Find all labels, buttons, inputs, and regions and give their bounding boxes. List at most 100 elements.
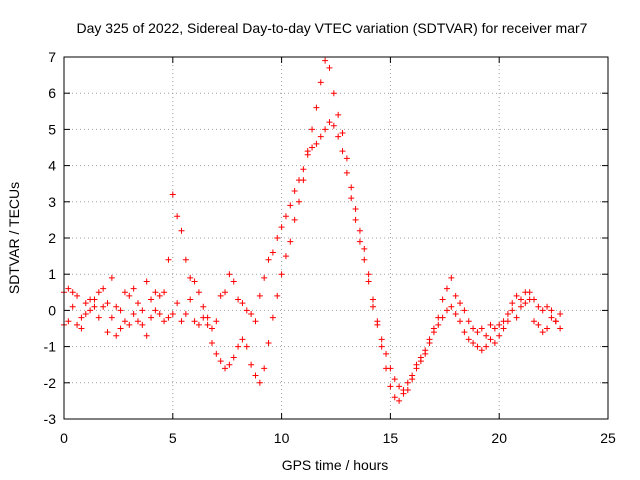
data-point [448, 303, 455, 310]
data-point [474, 329, 481, 336]
data-point [213, 350, 220, 357]
data-point [104, 300, 111, 307]
data-point [239, 336, 246, 343]
series-branch-a [61, 119, 564, 394]
data-point [496, 321, 503, 328]
data-point [134, 300, 141, 307]
data-point [378, 336, 385, 343]
x-tick-label: 10 [274, 430, 290, 446]
data-point [383, 350, 390, 357]
data-point [265, 339, 272, 346]
data-point [165, 256, 172, 263]
data-point [439, 296, 446, 303]
data-point [326, 119, 333, 126]
data-point [352, 216, 359, 223]
data-point [269, 249, 276, 256]
data-point [548, 307, 555, 314]
data-point [487, 336, 494, 343]
data-point [369, 303, 376, 310]
x-tick-label: 15 [383, 430, 399, 446]
y-tick-label: 3 [48, 194, 56, 210]
y-tick-label: 1 [48, 266, 56, 282]
data-point [152, 289, 159, 296]
data-point [91, 303, 98, 310]
data-point [365, 271, 372, 278]
data-point [548, 314, 555, 321]
data-point [100, 285, 107, 292]
y-tick-label: 5 [48, 121, 56, 137]
x-tick-label: 0 [60, 430, 68, 446]
data-point [352, 206, 359, 213]
data-point [187, 274, 194, 281]
data-point [470, 325, 477, 332]
data-point [461, 329, 468, 336]
data-point [217, 358, 224, 365]
data-point [143, 278, 150, 285]
data-point [443, 307, 450, 314]
data-point [87, 296, 94, 303]
data-point [195, 289, 202, 296]
y-tick-label: -3 [44, 411, 57, 427]
data-point [396, 383, 403, 390]
data-point [100, 303, 107, 310]
data-point [82, 300, 89, 307]
data-point [121, 289, 128, 296]
data-point [361, 256, 368, 263]
data-point [182, 256, 189, 263]
data-point [256, 379, 263, 386]
data-point [235, 296, 242, 303]
data-point [230, 354, 237, 361]
data-point [465, 336, 472, 343]
data-point [161, 289, 168, 296]
data-point [526, 296, 533, 303]
data-point [178, 227, 185, 234]
data-point [343, 169, 350, 176]
data-point [156, 292, 163, 299]
data-point [326, 64, 333, 71]
data-point [522, 289, 529, 296]
data-point [330, 90, 337, 97]
data-point [187, 296, 194, 303]
data-point [291, 187, 298, 194]
data-point [248, 361, 255, 368]
y-tick-label: -2 [44, 375, 57, 391]
data-point [544, 325, 551, 332]
data-point [409, 376, 416, 383]
x-tick-label: 20 [491, 430, 507, 446]
data-point [78, 314, 85, 321]
data-point [243, 307, 250, 314]
data-point [330, 122, 337, 129]
data-point [404, 379, 411, 386]
data-point [87, 307, 94, 314]
data-point [226, 271, 233, 278]
data-point [243, 343, 250, 350]
data-point [291, 216, 298, 223]
series-branch-b [61, 57, 564, 404]
data-point [539, 307, 546, 314]
chart-title: Day 325 of 2022, Sidereal Day-to-day VTE… [77, 20, 588, 36]
data-point [69, 303, 76, 310]
data-point [500, 325, 507, 332]
data-point [322, 57, 329, 64]
data-point [252, 372, 259, 379]
data-point [417, 358, 424, 365]
data-point [457, 318, 464, 325]
data-point [426, 336, 433, 343]
data-point [517, 303, 524, 310]
data-point [509, 300, 516, 307]
data-point [200, 303, 207, 310]
y-tick-label: 7 [48, 49, 56, 65]
data-point [335, 133, 342, 140]
data-point [343, 155, 350, 162]
data-point [104, 329, 111, 336]
data-point [535, 321, 542, 328]
plot-frame [63, 56, 609, 420]
data-point [195, 321, 202, 328]
data-point [169, 311, 176, 318]
data-point [121, 318, 128, 325]
y-tick-labels: -3 -2 -1 0 1 2 3 4 5 6 7 [44, 49, 57, 427]
data-point [387, 383, 394, 390]
data-point [287, 238, 294, 245]
data-point [165, 314, 172, 321]
data-point [217, 292, 224, 299]
